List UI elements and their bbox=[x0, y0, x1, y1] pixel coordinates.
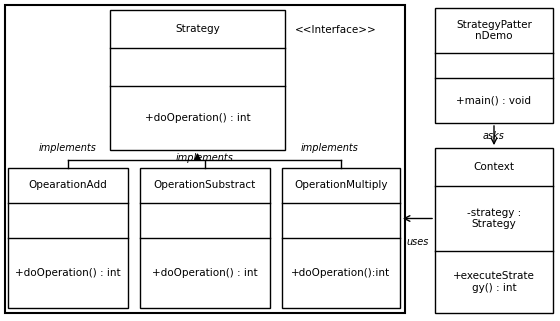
Text: <<Interface>>: <<Interface>> bbox=[295, 25, 377, 35]
Bar bbox=[8, 168, 128, 308]
Text: asks: asks bbox=[483, 131, 505, 141]
Bar bbox=[140, 168, 270, 308]
Bar bbox=[110, 10, 285, 150]
Bar bbox=[435, 8, 553, 123]
Text: uses: uses bbox=[407, 237, 429, 247]
Text: +doOperation() : int: +doOperation() : int bbox=[15, 268, 121, 278]
Text: OpearationAdd: OpearationAdd bbox=[29, 180, 108, 190]
Text: -strategy :
Strategy: -strategy : Strategy bbox=[467, 208, 521, 229]
Text: +doOperation() : int: +doOperation() : int bbox=[152, 268, 258, 278]
Bar bbox=[435, 148, 553, 313]
Text: StrategyPatter
nDemo: StrategyPatter nDemo bbox=[456, 20, 532, 41]
Bar bbox=[5, 5, 405, 313]
Text: Context: Context bbox=[474, 162, 515, 172]
Text: OperationMultiply: OperationMultiply bbox=[294, 180, 388, 190]
Text: +main() : void: +main() : void bbox=[456, 96, 531, 106]
Text: implements: implements bbox=[176, 153, 234, 163]
Text: OperationSubstract: OperationSubstract bbox=[154, 180, 256, 190]
Bar bbox=[282, 168, 400, 308]
Text: +doOperation() : int: +doOperation() : int bbox=[144, 113, 250, 123]
Text: implements: implements bbox=[301, 143, 359, 153]
Text: Strategy: Strategy bbox=[175, 24, 220, 34]
Text: +executeStrate
gy() : int: +executeStrate gy() : int bbox=[453, 271, 535, 293]
Text: +doOperation():int: +doOperation():int bbox=[291, 268, 390, 278]
Text: implements: implements bbox=[39, 143, 97, 153]
